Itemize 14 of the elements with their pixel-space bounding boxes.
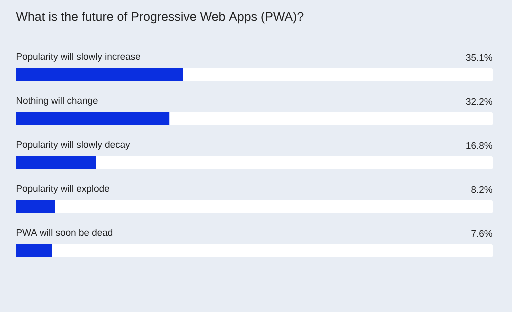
data-label: 32.2% — [466, 98, 492, 106]
data-label: 8.2% — [472, 186, 492, 194]
bar — [16, 156, 96, 170]
data-label: 7.6% — [472, 230, 492, 238]
y-tick-label: Popularity will slowly increase — [16, 53, 140, 62]
chart-title: What is the future of Progressive Web Apps (PWA)? — [16, 12, 304, 24]
bar — [16, 200, 56, 214]
y-tick-label: PWA will soon be dead — [16, 229, 113, 236]
data-label: 16.8% — [466, 142, 492, 150]
data-label: 35.1% — [466, 54, 492, 62]
y-tick-label: Popularity will slowly decay — [16, 141, 130, 150]
bar — [16, 244, 52, 258]
y-tick-label: Nothing will change — [16, 97, 98, 106]
y-tick-label: Popularity will explode — [16, 185, 110, 194]
